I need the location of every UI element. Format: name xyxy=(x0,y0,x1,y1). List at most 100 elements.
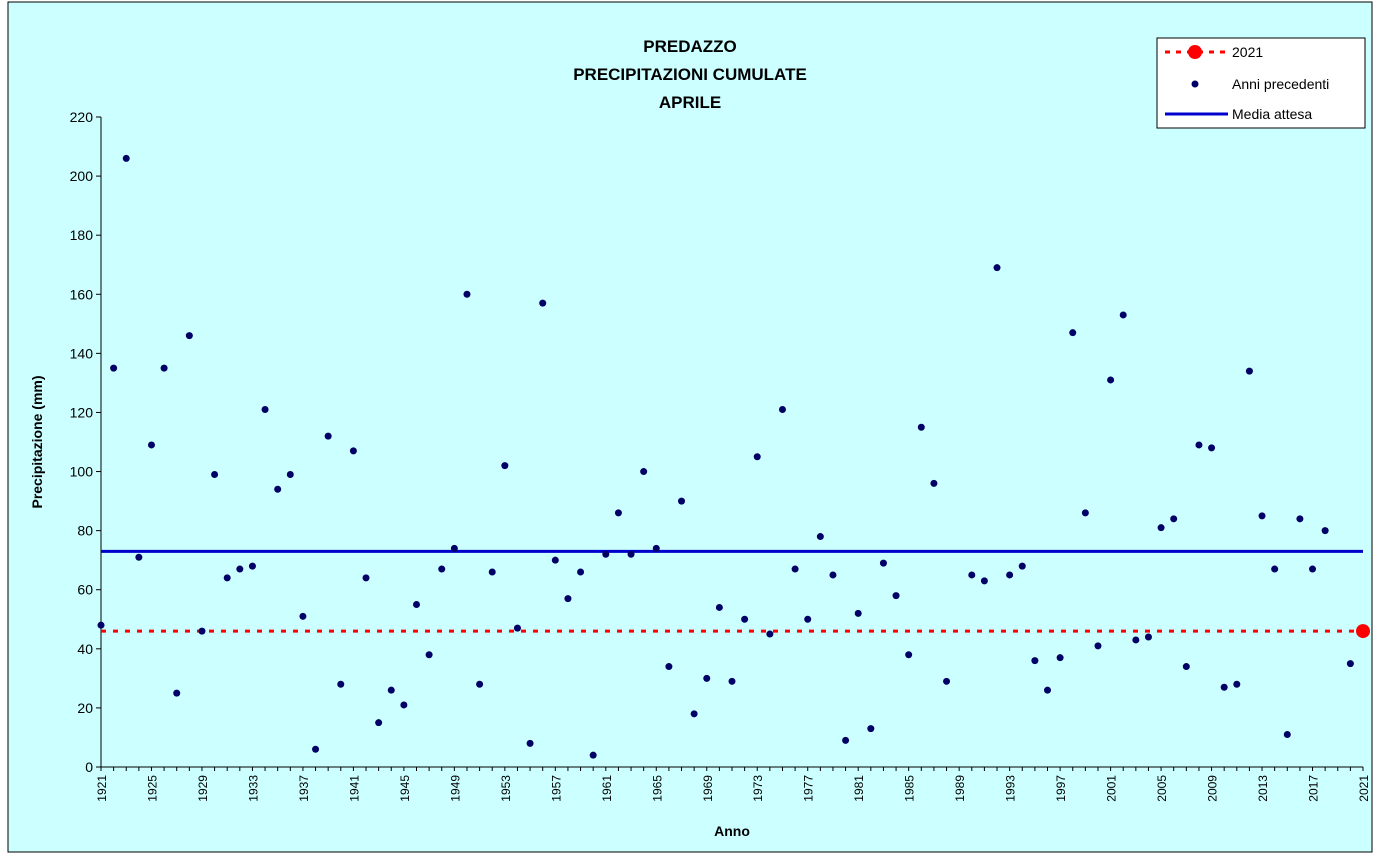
data-point-2009 xyxy=(1208,444,1216,452)
x-tick-label: 1965 xyxy=(650,775,664,802)
data-point-1993 xyxy=(1006,571,1014,579)
data-point-2008 xyxy=(1195,441,1203,449)
data-point-1997 xyxy=(1056,654,1064,662)
x-tick-label: 1921 xyxy=(95,775,109,802)
x-tick-label: 2009 xyxy=(1206,775,1220,802)
data-point-1977 xyxy=(804,615,812,623)
data-point-1957 xyxy=(551,556,559,564)
data-point-1984 xyxy=(892,592,900,600)
data-point-2007 xyxy=(1182,663,1190,671)
data-point-1961 xyxy=(602,550,610,558)
data-point-1966 xyxy=(665,663,673,671)
data-points xyxy=(97,154,1370,759)
chart-title-line-1: PREDAZZO xyxy=(643,37,737,56)
y-tick-label: 80 xyxy=(77,523,93,539)
data-point-1932 xyxy=(236,565,244,573)
data-point-1988 xyxy=(943,677,951,685)
data-point-1971 xyxy=(728,677,736,685)
data-point-2005 xyxy=(1157,524,1165,532)
data-point-1952 xyxy=(488,568,496,576)
y-tick-label: 220 xyxy=(70,109,94,125)
x-tick-label: 1945 xyxy=(398,775,412,802)
data-point-2006 xyxy=(1170,515,1178,523)
legend-2021-marker xyxy=(1188,45,1202,59)
data-point-1967 xyxy=(678,497,686,505)
data-point-1992 xyxy=(993,264,1001,272)
data-point-1930 xyxy=(211,471,219,478)
data-point-1990 xyxy=(968,571,976,579)
x-tick-label: 1933 xyxy=(246,775,260,802)
x-tick-label: 2001 xyxy=(1105,775,1119,802)
data-point-1951 xyxy=(476,680,484,688)
data-point-1955 xyxy=(526,739,534,747)
data-point-2018 xyxy=(1321,527,1329,535)
data-point-1998 xyxy=(1069,329,1077,337)
data-point-1995 xyxy=(1031,657,1039,665)
data-point-1974 xyxy=(766,630,774,638)
data-point-2014 xyxy=(1271,565,1279,573)
data-point-1953 xyxy=(501,462,509,470)
data-point-1970 xyxy=(715,603,723,611)
data-point-1940 xyxy=(337,680,345,688)
data-point-1922 xyxy=(110,364,118,372)
data-point-1958 xyxy=(564,595,572,603)
data-point-1927 xyxy=(173,689,181,697)
y-tick-label: 200 xyxy=(70,168,94,184)
y-tick-label: 0 xyxy=(85,759,93,775)
y-tick-label: 140 xyxy=(70,345,94,361)
data-point-1991 xyxy=(980,577,988,585)
data-point-1950 xyxy=(463,290,471,298)
data-point-1983 xyxy=(879,559,887,567)
data-point-1999 xyxy=(1081,509,1089,517)
data-point-1976 xyxy=(791,565,799,573)
data-point-1933 xyxy=(248,562,256,570)
data-point-1942 xyxy=(362,574,370,582)
data-point-2002 xyxy=(1119,311,1127,319)
x-tick-label: 1953 xyxy=(499,775,513,802)
x-tick-label: 1941 xyxy=(347,775,361,802)
data-point-2020 xyxy=(1346,660,1354,668)
legend-anni-precedenti-label: Anni precedenti xyxy=(1232,76,1329,92)
data-point-1959 xyxy=(577,568,585,576)
data-point-1981 xyxy=(854,609,862,617)
y-tick-label: 40 xyxy=(77,641,93,657)
chart-title: PREDAZZO PRECIPITAZIONI CUMULATE APRILE xyxy=(573,37,807,112)
data-point-1968 xyxy=(690,710,698,718)
data-point-1944 xyxy=(387,686,395,694)
data-point-2004 xyxy=(1144,633,1152,641)
data-point-2011 xyxy=(1233,680,1241,688)
data-point-1935 xyxy=(274,485,282,493)
y-tick-label: 60 xyxy=(77,582,93,598)
data-point-1937 xyxy=(299,612,307,620)
data-point-1978 xyxy=(816,533,824,541)
data-point-1980 xyxy=(842,736,850,744)
x-tick-label: 1937 xyxy=(297,775,311,802)
data-point-1960 xyxy=(589,751,597,759)
chart-title-line-2: PRECIPITAZIONI CUMULATE xyxy=(573,65,807,84)
x-tick-label: 1973 xyxy=(751,775,765,802)
data-point-1987 xyxy=(930,479,938,487)
legend-2021-label: 2021 xyxy=(1232,44,1263,60)
legend: 2021 Anni precedenti Media attesa xyxy=(1156,37,1366,129)
x-tick-label: 1981 xyxy=(852,775,866,802)
x-tick-label: 1961 xyxy=(600,775,614,802)
data-point-2013 xyxy=(1258,512,1266,520)
x-tick-label: 1969 xyxy=(701,775,715,802)
data-point-2017 xyxy=(1309,565,1317,573)
data-point-2010 xyxy=(1220,683,1228,691)
data-point-1948 xyxy=(438,565,446,573)
data-point-1954 xyxy=(513,624,521,632)
data-point-2003 xyxy=(1132,636,1140,644)
y-tick-label: 20 xyxy=(77,700,93,716)
data-point-1926 xyxy=(160,364,168,372)
data-point-1996 xyxy=(1044,686,1051,694)
legend-media-attesa-label: Media attesa xyxy=(1232,106,1312,122)
data-point-1963 xyxy=(627,550,635,558)
data-point-1985 xyxy=(905,651,913,659)
x-tick-label: 1977 xyxy=(802,775,816,802)
data-point-1982 xyxy=(867,725,875,733)
y-axis-ticks: 0 20 40 60 80 100 120 140 160 180 200 220 xyxy=(70,109,101,775)
data-point-1923 xyxy=(122,154,130,162)
